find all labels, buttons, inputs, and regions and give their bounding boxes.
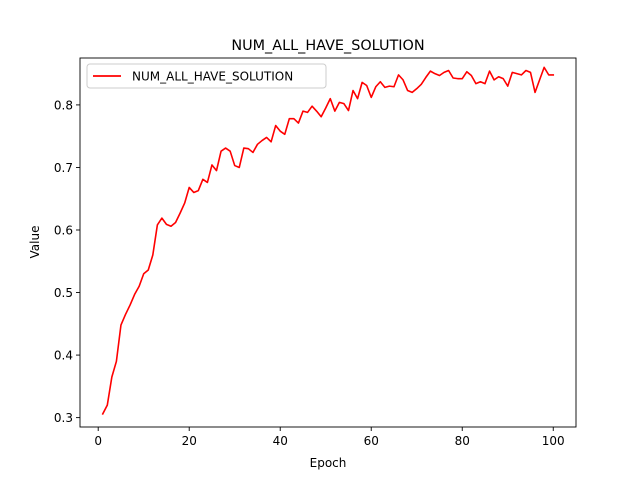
legend-label: NUM_ALL_HAVE_SOLUTION bbox=[132, 70, 293, 84]
axes-frame bbox=[79, 57, 577, 428]
y-tick-label: 0.8 bbox=[54, 98, 73, 112]
x-tick-label: 60 bbox=[364, 434, 379, 448]
x-axis-label: Epoch bbox=[310, 456, 347, 470]
y-tick-label: 0.4 bbox=[54, 349, 73, 363]
x-tick-label: 0 bbox=[94, 434, 102, 448]
y-tick-label: 0.3 bbox=[54, 411, 73, 425]
y-tick-label: 0.7 bbox=[54, 161, 73, 175]
y-tick-label: 0.5 bbox=[54, 286, 73, 300]
legend: NUM_ALL_HAVE_SOLUTION bbox=[86, 63, 327, 89]
legend-box bbox=[86, 63, 327, 89]
x-tick-label: 20 bbox=[182, 434, 197, 448]
y-tick-label: 0.6 bbox=[54, 223, 73, 237]
x-tick-label: 100 bbox=[542, 434, 565, 448]
x-tick-label: 80 bbox=[455, 434, 470, 448]
y-axis-label: Value bbox=[28, 226, 42, 259]
plot-area: 0 20 40 60 80 100 0.3 0.4 0.5 0.6 0.7 0.8 bbox=[54, 57, 577, 448]
chart-title: NUM_ALL_HAVE_SOLUTION bbox=[231, 38, 424, 54]
x-tick-label: 40 bbox=[273, 434, 288, 448]
series-line bbox=[101, 66, 555, 415]
